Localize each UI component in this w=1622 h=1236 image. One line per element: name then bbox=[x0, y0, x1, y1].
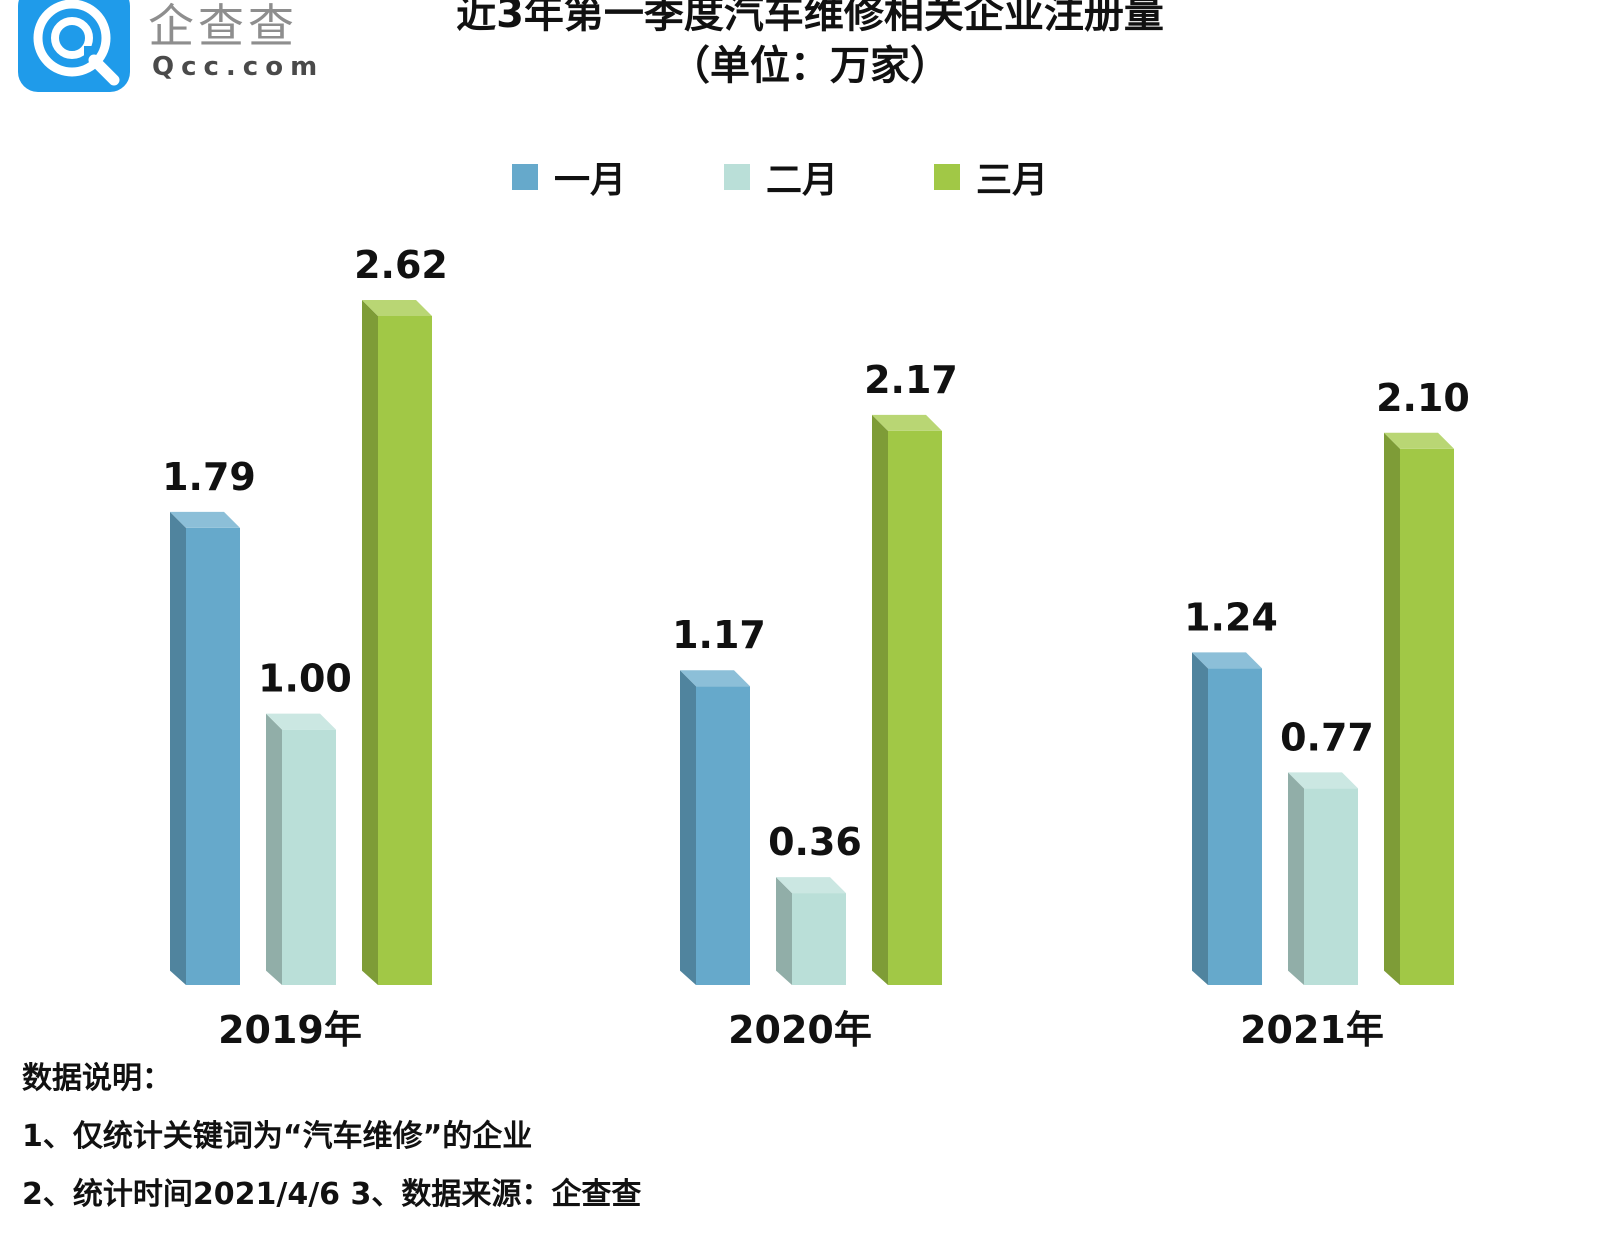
legend-item-mar: 三月 bbox=[934, 152, 1048, 202]
bar-side-feb-2021年 bbox=[1288, 772, 1304, 985]
bar-feb-2019年 bbox=[266, 713, 336, 985]
bar-top-feb-2021年 bbox=[1288, 772, 1358, 789]
bar-front-feb-2021年 bbox=[1304, 788, 1358, 985]
bar-side-mar-2021年 bbox=[1384, 432, 1400, 985]
bar-front-jan-2019年 bbox=[186, 527, 240, 985]
value-label-mar-2020年: 2.17 bbox=[864, 358, 958, 402]
bar-top-mar-2020年 bbox=[872, 414, 942, 431]
bar-top-jan-2021年 bbox=[1192, 652, 1262, 669]
bar-chart: 1.79 1.00 2.62 2019年 1.17 0.36 2.17 2020年 1.24 0.… bbox=[162, 243, 1470, 1050]
notes-line-2: 2、统计时间2021/4/6 3、数据来源：企查查 bbox=[22, 1177, 642, 1212]
bar-front-mar-2020年 bbox=[888, 430, 942, 986]
bar-jan-2020年 bbox=[680, 670, 750, 985]
qcc-logo: 企查查 Qcc.com bbox=[18, 0, 368, 96]
legend-label-jan: 一月 bbox=[554, 160, 627, 201]
bar-top-jan-2020年 bbox=[680, 670, 750, 687]
bar-jan-2019年 bbox=[170, 511, 240, 985]
value-label-feb-2020年: 0.36 bbox=[768, 820, 862, 864]
bar-mar-2021年 bbox=[1384, 432, 1454, 985]
data-notes: 数据说明： 1、仅统计关键词为“汽车维修”的企业 2、统计时间2021/4/6 … bbox=[22, 1050, 641, 1224]
legend-swatch-feb bbox=[724, 164, 750, 190]
bar-side-feb-2019年 bbox=[266, 713, 282, 985]
legend-label-feb: 二月 bbox=[766, 160, 839, 201]
chart-title-line2: （单位：万家） bbox=[670, 43, 950, 89]
bar-side-jan-2020年 bbox=[680, 670, 696, 985]
logo-name-en: Qcc.com bbox=[152, 52, 325, 82]
value-label-mar-2019年: 2.62 bbox=[354, 243, 448, 287]
bar-front-mar-2019年 bbox=[378, 316, 432, 985]
bar-mar-2019年 bbox=[362, 300, 432, 985]
legend-swatch-jan bbox=[512, 164, 538, 190]
bar-feb-2021年 bbox=[1288, 772, 1358, 985]
value-label-jan-2021年: 1.24 bbox=[1184, 595, 1278, 639]
x-tick-label-2021年: 2021年 bbox=[1240, 1008, 1384, 1050]
value-label-jan-2020年: 1.17 bbox=[672, 613, 766, 657]
bar-top-mar-2019年 bbox=[362, 300, 432, 316]
bar-front-feb-2020年 bbox=[792, 893, 846, 985]
bar-feb-2020年 bbox=[776, 877, 846, 985]
bar-top-feb-2020年 bbox=[776, 877, 846, 894]
bar-side-jan-2019年 bbox=[170, 511, 186, 985]
value-label-jan-2019年: 1.79 bbox=[162, 455, 256, 499]
legend-item-jan: 一月 bbox=[512, 152, 626, 202]
bar-side-jan-2021年 bbox=[1192, 652, 1208, 985]
notes-line-1: 1、仅统计关键词为“汽车维修”的企业 bbox=[22, 1119, 533, 1154]
value-label-mar-2021年: 2.10 bbox=[1376, 376, 1470, 420]
bar-side-mar-2020年 bbox=[872, 414, 888, 986]
chart-title-line1: 近3年第一季度汽车维修相关企业注册量 bbox=[456, 0, 1164, 37]
qcc-logo-icon bbox=[18, 0, 130, 92]
x-tick-label-2020年: 2020年 bbox=[728, 1008, 872, 1050]
chart-title: 近3年第一季度汽车维修相关企业注册量 （单位：万家） bbox=[360, 0, 1260, 92]
bar-mar-2020年 bbox=[872, 414, 942, 986]
value-label-feb-2021年: 0.77 bbox=[1280, 715, 1374, 759]
legend-label-mar: 三月 bbox=[976, 160, 1049, 201]
bar-front-jan-2020年 bbox=[696, 686, 750, 985]
logo-name-cn: 企查查 bbox=[148, 0, 298, 53]
bar-front-mar-2021年 bbox=[1400, 448, 1454, 985]
bar-side-mar-2019年 bbox=[362, 300, 378, 985]
legend-item-feb: 二月 bbox=[724, 152, 838, 202]
bar-top-jan-2019年 bbox=[170, 511, 240, 528]
bar-front-feb-2019年 bbox=[282, 729, 336, 985]
bar-jan-2021年 bbox=[1192, 652, 1262, 985]
bar-front-jan-2021年 bbox=[1208, 668, 1262, 985]
value-label-feb-2019年: 1.00 bbox=[258, 657, 352, 701]
chart-legend: 一月 二月 三月 bbox=[0, 152, 1622, 202]
notes-heading: 数据说明： bbox=[22, 1061, 172, 1096]
bar-top-feb-2019年 bbox=[266, 713, 336, 730]
bar-side-feb-2020年 bbox=[776, 877, 792, 985]
bar-top-mar-2021年 bbox=[1384, 432, 1454, 449]
legend-swatch-mar bbox=[934, 164, 960, 190]
x-tick-label-2019年: 2019年 bbox=[218, 1008, 362, 1050]
